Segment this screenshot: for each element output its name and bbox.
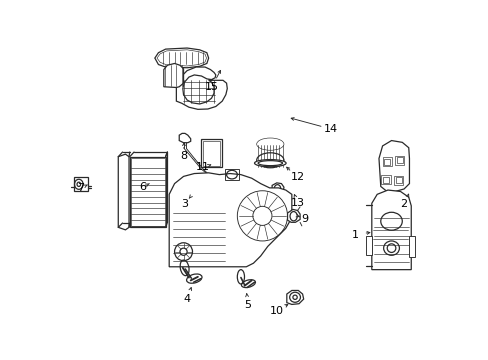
Polygon shape bbox=[118, 154, 129, 230]
Text: 11: 11 bbox=[196, 162, 210, 172]
Bar bbox=[131, 158, 164, 226]
Bar bbox=[381, 175, 390, 184]
Polygon shape bbox=[371, 190, 410, 270]
Bar bbox=[74, 177, 88, 192]
Bar bbox=[224, 169, 239, 180]
Text: 6: 6 bbox=[139, 182, 145, 192]
Polygon shape bbox=[179, 134, 190, 143]
Polygon shape bbox=[176, 67, 227, 109]
Bar bbox=[382, 157, 391, 166]
Bar bbox=[395, 177, 401, 183]
Bar bbox=[396, 157, 402, 163]
Bar bbox=[384, 159, 389, 165]
Text: 5: 5 bbox=[244, 300, 251, 310]
Bar bbox=[201, 139, 221, 167]
Ellipse shape bbox=[254, 159, 285, 167]
Bar bbox=[393, 176, 403, 185]
Text: 4: 4 bbox=[183, 294, 190, 304]
Bar bbox=[408, 235, 414, 257]
Polygon shape bbox=[286, 291, 303, 305]
Bar bbox=[365, 235, 371, 255]
Text: 14: 14 bbox=[324, 124, 338, 134]
Polygon shape bbox=[169, 173, 291, 267]
Text: 9: 9 bbox=[301, 214, 307, 224]
Text: 3: 3 bbox=[181, 199, 187, 210]
Polygon shape bbox=[271, 183, 284, 194]
Text: 12: 12 bbox=[290, 172, 304, 183]
Polygon shape bbox=[163, 63, 183, 87]
Bar bbox=[394, 156, 404, 165]
Text: 7: 7 bbox=[77, 183, 83, 193]
Bar bbox=[202, 140, 219, 166]
Text: 15: 15 bbox=[204, 82, 218, 93]
Text: 13: 13 bbox=[290, 198, 304, 208]
Bar bbox=[129, 157, 165, 227]
Polygon shape bbox=[378, 140, 408, 192]
Polygon shape bbox=[287, 210, 300, 222]
Text: 1: 1 bbox=[351, 230, 358, 239]
Text: 2: 2 bbox=[400, 199, 407, 210]
Polygon shape bbox=[155, 48, 208, 68]
Text: 10: 10 bbox=[269, 306, 283, 316]
Text: 8: 8 bbox=[180, 150, 187, 161]
Bar bbox=[383, 177, 388, 183]
